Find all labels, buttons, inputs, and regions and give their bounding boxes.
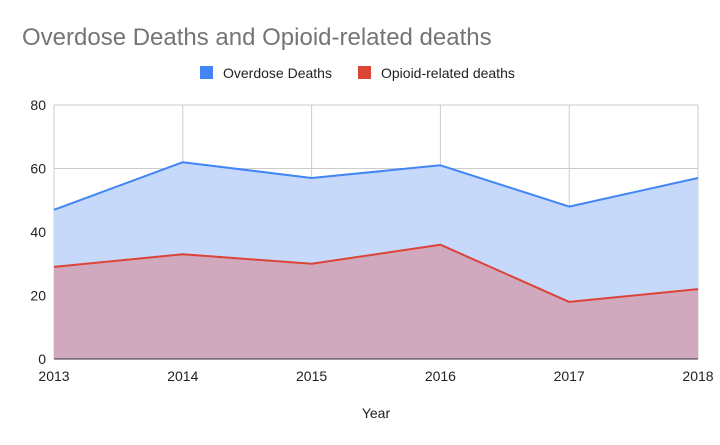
y-tick-label-80: 80 xyxy=(30,97,46,113)
chart-title: Overdose Deaths and Opioid-related death… xyxy=(22,24,492,51)
legend-label-opioid-related-deaths: Opioid-related deaths xyxy=(381,65,515,81)
y-tick-label-0: 0 xyxy=(38,351,46,367)
x-tick-label-2017: 2017 xyxy=(554,368,585,384)
legend-swatch-opioid-related-deaths xyxy=(358,66,371,79)
x-tick-label-2013: 2013 xyxy=(38,368,69,384)
line-opioid-related-deaths xyxy=(53,243,699,303)
x-axis-ticks: 2013 2014 2015 2016 2017 2018 xyxy=(38,368,713,384)
legend-label-overdose-deaths: Overdose Deaths xyxy=(223,65,332,81)
line-overdose-deaths xyxy=(53,161,699,211)
area-opioid-related-deaths xyxy=(54,244,698,359)
legend: Overdose Deaths Opioid-related deaths xyxy=(200,65,515,81)
x-tick-label-2015: 2015 xyxy=(296,368,327,384)
series-areas xyxy=(54,162,698,359)
legend-swatch-overdose-deaths xyxy=(200,66,213,79)
x-tick-label-2016: 2016 xyxy=(425,368,456,384)
series-lines xyxy=(53,161,699,360)
x-tick-label-2018: 2018 xyxy=(682,368,713,384)
y-tick-label-40: 40 xyxy=(30,224,46,240)
y-tick-label-20: 20 xyxy=(30,288,46,304)
y-tick-label-60: 60 xyxy=(30,161,46,177)
x-axis-title: Year xyxy=(362,405,391,421)
y-axis-ticks: 0 20 40 60 80 xyxy=(30,97,46,367)
x-tick-label-2014: 2014 xyxy=(167,368,198,384)
